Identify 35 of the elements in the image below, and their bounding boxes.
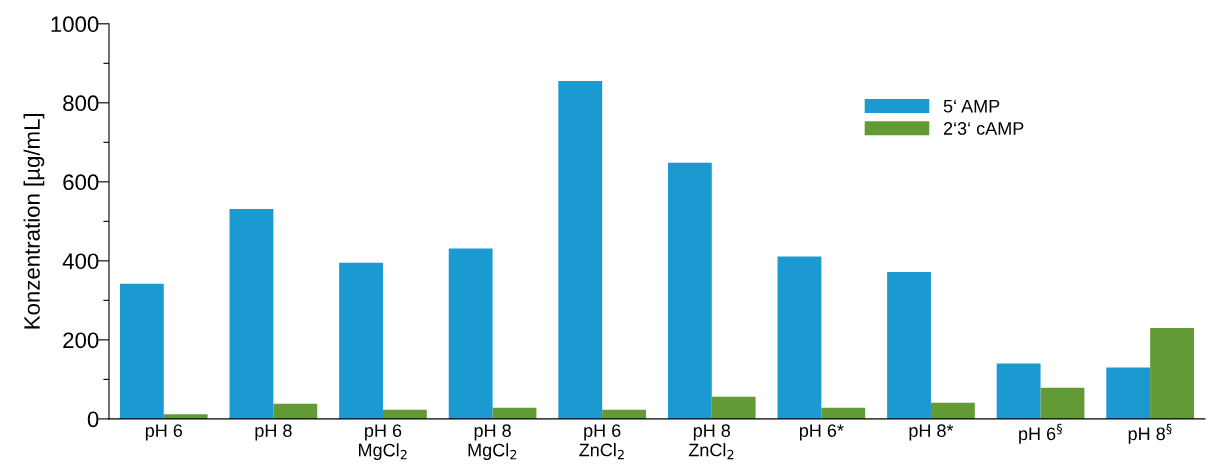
x-tick-label: pH 6 MgCl$_{2}$ [359,424,407,461]
x-tick-label: pH 6 ZnCl$_{2}$ [579,424,624,460]
x-tick-label: pH 6 [145,424,183,441]
x-tick-label: pH 8 [255,424,292,441]
x-tick-label: pH 6* [799,424,844,441]
bar [119,283,164,419]
bar [273,403,318,419]
bar [711,396,756,419]
y-tick-label: 0 [87,411,99,428]
y-tick-label: 800 [63,95,99,112]
bar [1040,387,1085,419]
bar [229,209,274,419]
bar [667,162,712,419]
y-tick-label: 1000 [51,16,99,33]
x-tick-label: pH 8* [909,424,954,441]
y-axis-title: Konzentration [µg/mL] [23,113,45,329]
bar [821,407,866,419]
x-tick-label: pH 8$^{§}$ [1128,423,1172,444]
bar [887,271,931,419]
y-tick-label: 200 [63,332,99,349]
bar [777,256,822,419]
legend-label: 2‘3‘ cAMP [943,122,1024,135]
bar [1106,367,1151,419]
x-tick-label: pH 8 MgCl$_{2}$ [468,424,517,461]
legend-label: 5‘ AMP [943,99,1000,113]
bar [930,402,975,419]
bar [996,363,1041,419]
x-tick-label: pH 8 ZnCl$_{2}$ [688,424,734,460]
y-tick-label: 600 [63,174,99,191]
x-tick-label: pH 6$^{§}$ [1019,423,1063,444]
bar [339,262,383,419]
bar [1150,328,1194,419]
y-tick-label: 400 [62,253,99,270]
bar [558,81,603,419]
bar [448,248,493,419]
